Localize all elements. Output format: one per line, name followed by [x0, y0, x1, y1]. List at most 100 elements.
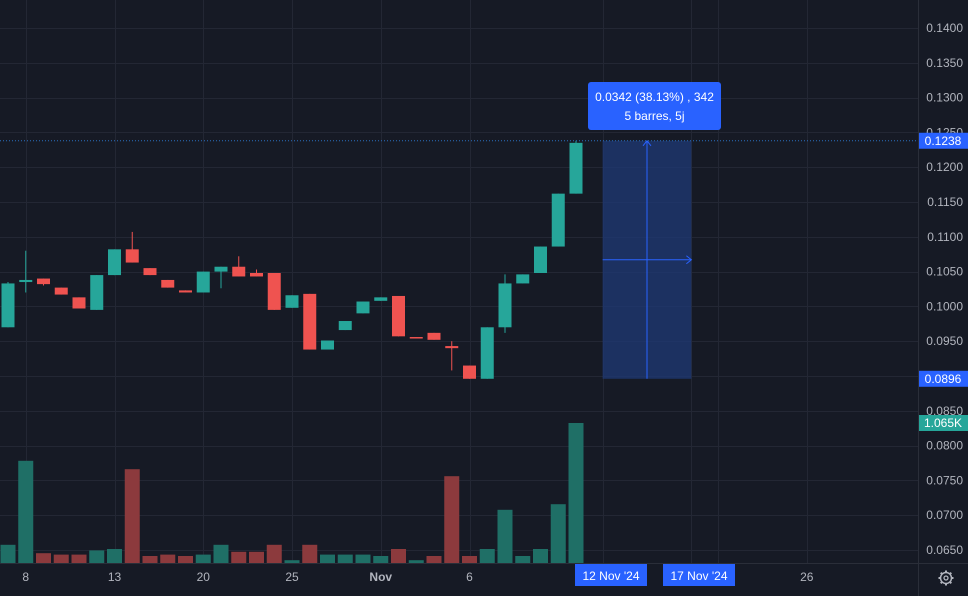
candle-body [125, 249, 139, 263]
measure-right-arrow [686, 255, 693, 265]
volume-bar [373, 556, 389, 563]
candle-body [409, 337, 423, 339]
volume-bar [213, 544, 229, 563]
price-tick-label: 0.1150 [927, 195, 963, 209]
price-tick-label: 0.0750 [926, 473, 963, 487]
volume-bar [462, 556, 477, 563]
volume-bar [266, 544, 282, 563]
candle-body [250, 272, 263, 277]
candle-body [569, 142, 583, 194]
volume-bar [142, 556, 158, 563]
candle-body [90, 275, 104, 310]
candlestick-series [1, 140, 583, 379]
volume-bar [479, 549, 495, 563]
measure-low-badge: 0.0896 [919, 370, 968, 387]
candle-body [498, 283, 512, 328]
candle-body [54, 287, 68, 295]
time-tick-label: 20 [197, 570, 211, 584]
volume-bar [391, 549, 406, 563]
last-price-label: 0.1238 [925, 134, 962, 148]
volume-bar [36, 553, 51, 563]
measure-date-from-badge: 12 Nov '24 [575, 564, 647, 586]
price-tick-label: 0.1200 [926, 160, 963, 174]
candle-body [72, 297, 86, 309]
price-tick-label: 0.0800 [926, 439, 963, 453]
volume-bar [195, 554, 211, 563]
price-tick-label: 0.1400 [926, 21, 963, 35]
measure-low-label: 0.0896 [925, 372, 962, 386]
candle-body [356, 301, 370, 314]
candle-body [427, 332, 441, 340]
candle-body [480, 327, 494, 379]
candle-body [1, 283, 15, 328]
volume-bar [533, 549, 548, 563]
volume-bar [0, 544, 16, 563]
volume-bar [302, 544, 318, 563]
candle-body [338, 321, 352, 331]
price-tick-label: 0.1300 [926, 91, 963, 105]
candle-body [19, 279, 33, 283]
time-tick-label: 6 [466, 570, 473, 584]
volume-badge: 1.065K [919, 415, 968, 431]
price-tick-label: 0.0850 [926, 404, 963, 418]
candle-body [196, 271, 210, 293]
volume-bar [497, 509, 513, 563]
measure-date-from: 12 Nov '24 [583, 569, 640, 583]
candle-body [463, 365, 476, 379]
candle-body [392, 295, 405, 337]
price-tick-label: 0.0950 [926, 334, 963, 348]
price-tick-label: 0.1050 [926, 265, 963, 279]
measure-up-arrow [642, 139, 652, 147]
price-tick-label: 0.0700 [926, 508, 963, 522]
candle-body [267, 272, 281, 310]
time-tick-label: 26 [800, 570, 814, 584]
measure-date-to: 17 Nov '24 [671, 569, 728, 583]
volume-bar [178, 556, 193, 563]
candle-body [179, 290, 192, 293]
candle-body [321, 340, 334, 350]
candle-body [534, 246, 547, 273]
candle-body [161, 279, 175, 288]
candle-body [445, 346, 459, 349]
volume-bar [124, 469, 140, 563]
volume-bar [53, 554, 69, 563]
candle-body [285, 295, 299, 308]
volume-bar [444, 476, 460, 563]
price-tick-label: 0.1000 [926, 299, 963, 313]
measure-line-1: 0.0342 (38.13%) , 342 [595, 90, 714, 104]
volume-bar [320, 554, 335, 563]
time-tick-label: Nov [369, 570, 392, 584]
gear-icon[interactable] [938, 570, 954, 586]
volume-bar [18, 460, 34, 563]
candle-body [232, 266, 246, 277]
time-tick-label: 13 [108, 570, 122, 584]
volume-bar [71, 554, 87, 563]
volume-bar [426, 556, 442, 563]
measure-date-to-badge: 17 Nov '24 [663, 564, 735, 586]
price-tick-label: 0.0650 [926, 543, 963, 557]
volume-bar [568, 423, 584, 563]
measure-info-box: 0.0342 (38.13%) , 342 5 barres, 5j [588, 82, 721, 130]
volume-bar [107, 549, 122, 563]
volume-bar [337, 554, 353, 563]
candle-body [516, 274, 530, 284]
measure-line-2: 5 barres, 5j [624, 109, 684, 123]
volume-bar [249, 551, 264, 563]
time-tick-label: 8 [22, 570, 29, 584]
time-tick-label: 25 [285, 570, 299, 584]
candle-body [303, 293, 317, 350]
last-price-badge: 0.1238 [919, 132, 968, 149]
measure-tool[interactable] [602, 139, 693, 379]
price-tick-label: 0.1350 [926, 56, 963, 70]
candle-body [374, 297, 388, 301]
volume-bar [550, 504, 566, 563]
volume-value-label: 1.065K [924, 416, 962, 430]
volume-bar [284, 560, 300, 563]
candle-body [143, 268, 157, 276]
volume-bar [355, 554, 371, 563]
volume-bar [231, 551, 247, 563]
volume-bar [89, 550, 105, 563]
candle-body [37, 278, 50, 285]
